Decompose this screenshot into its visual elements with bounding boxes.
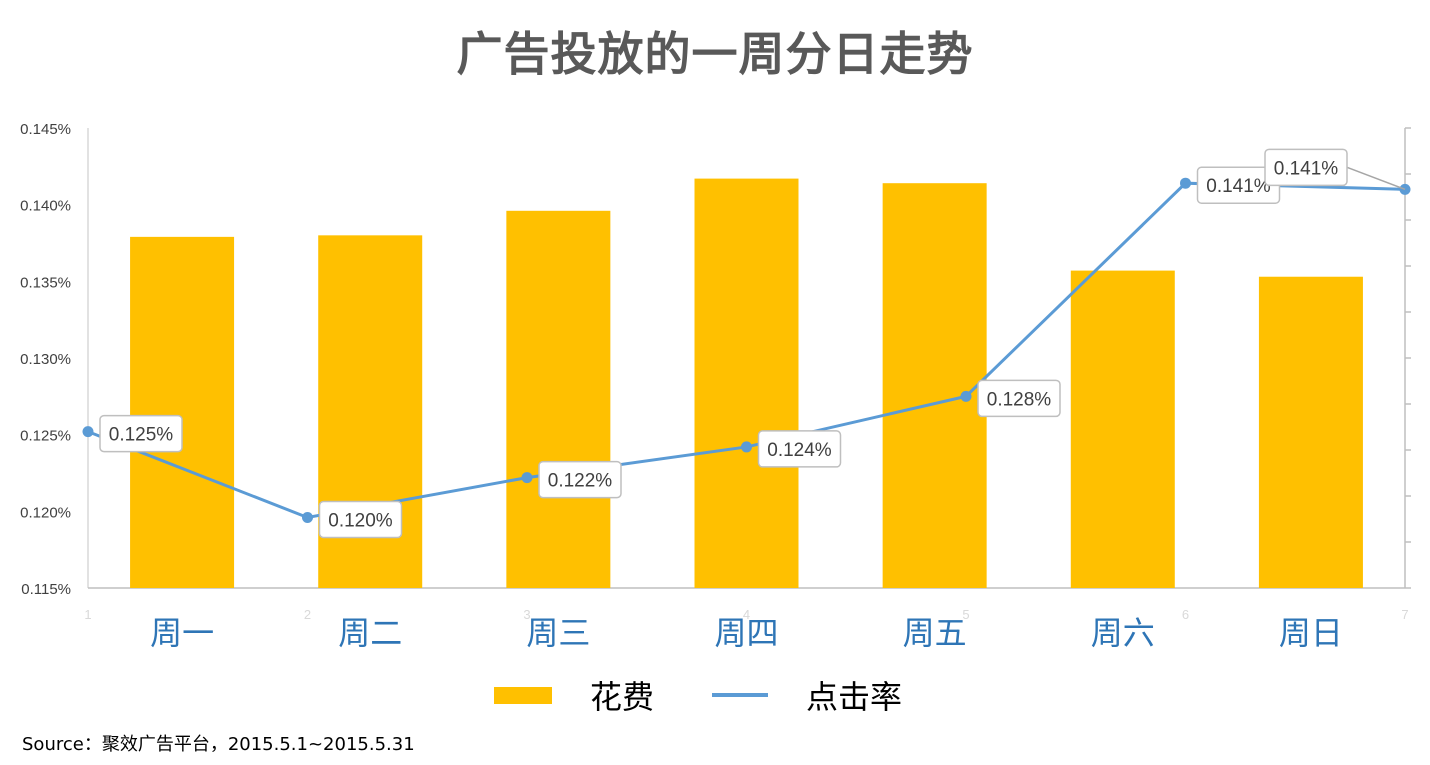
data-label-box <box>757 430 842 468</box>
legend-swatch-spend <box>494 686 552 704</box>
category-label: 周六 <box>1091 614 1155 652</box>
category-label: 周四 <box>714 614 778 652</box>
bar-spend-3 <box>506 210 611 589</box>
data-label-box <box>1264 148 1348 187</box>
secondary-x-tick-label: 5 <box>962 607 969 622</box>
point-ctr-1 <box>82 426 94 438</box>
y-tick-label: 0.125% <box>20 428 71 445</box>
data-label-ctr: 0.141% <box>1274 158 1339 179</box>
data-label-ctr: 0.128% <box>987 389 1052 410</box>
data-label-leader <box>1346 166 1406 191</box>
secondary-x-tick-label: 2 <box>304 607 311 622</box>
category-label: 周日 <box>1279 614 1343 652</box>
secondary-x-tick-label: 1 <box>84 607 91 622</box>
legend-label-ctr: 点击率 <box>806 678 903 716</box>
category-label: 周二 <box>338 614 402 652</box>
category-label: 周一 <box>150 614 214 652</box>
secondary-x-tick-label: 3 <box>523 607 530 622</box>
bar-spend-7 <box>1258 276 1363 588</box>
legend-item-ctr: 点击率 <box>712 672 902 718</box>
data-label-ctr: 0.125% <box>109 425 174 446</box>
category-label: 周三 <box>526 614 590 652</box>
data-label-ctr: 0.124% <box>767 440 832 461</box>
legend-label-spend: 花费 <box>590 678 655 716</box>
secondary-x-tick-label: 7 <box>1401 607 1408 622</box>
bar-spend-4 <box>694 178 799 588</box>
data-label-box <box>538 460 622 499</box>
point-ctr-4 <box>741 441 752 453</box>
y-tick-label: 0.120% <box>20 504 71 521</box>
chart-title: 广告投放的一周分日走势 <box>456 27 974 81</box>
legend-swatch-ctr <box>712 693 768 697</box>
y-tick-label: 0.130% <box>20 351 71 368</box>
data-label-ctr: 0.141% <box>1206 176 1271 197</box>
y-tick-label: 0.145% <box>20 121 71 138</box>
point-ctr-2 <box>302 511 313 523</box>
point-ctr-5 <box>960 390 972 402</box>
y-tick-label: 0.140% <box>20 198 71 215</box>
bar-spend-6 <box>1070 270 1175 588</box>
bar-spend-5 <box>882 183 987 588</box>
category-label: 周五 <box>903 614 967 652</box>
source-note: Source：聚效广告平台，2015.5.1~2015.5.31 <box>22 734 415 755</box>
y-tick-label: 0.115% <box>21 581 71 598</box>
data-label-box <box>318 500 403 539</box>
data-label-ctr: 0.120% <box>328 510 393 531</box>
bar-spend-1 <box>130 236 235 588</box>
secondary-x-tick-label: 6 <box>1182 607 1189 622</box>
y-tick-label: 0.135% <box>20 274 71 291</box>
legend-item-spend: 花费 <box>494 672 654 718</box>
data-label-ctr: 0.122% <box>548 471 613 492</box>
point-ctr-3 <box>521 472 533 484</box>
data-label-box <box>977 379 1061 418</box>
data-label-box <box>99 414 183 453</box>
secondary-x-tick-label: 4 <box>743 607 750 622</box>
point-ctr-6 <box>1180 177 1191 189</box>
